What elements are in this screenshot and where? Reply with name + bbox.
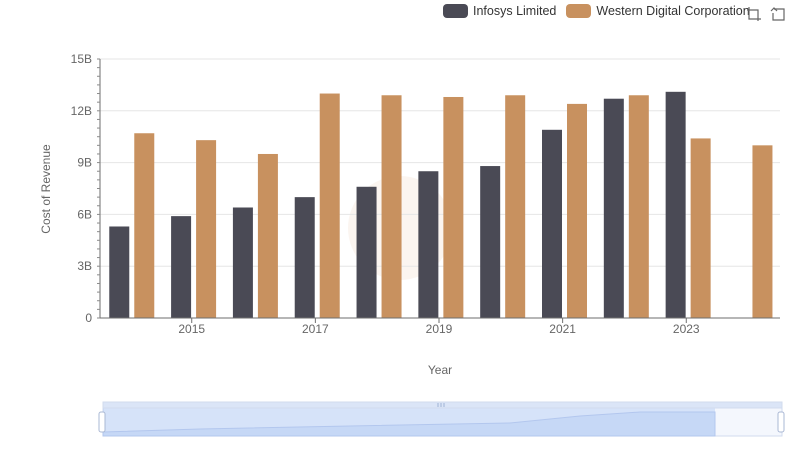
bar-western-digital-2021[interactable] <box>567 103 587 318</box>
y-tick-label: 9B <box>77 156 92 170</box>
bar-infosys-2018[interactable] <box>356 186 377 318</box>
x-tick-label: 2019 <box>426 322 453 336</box>
zoom-handle-right[interactable] <box>777 411 785 433</box>
legend-item-western-digital[interactable]: Western Digital Corporation <box>566 4 750 18</box>
bars <box>109 91 773 319</box>
x-tick-label: 2023 <box>673 322 700 336</box>
bar-infosys-2020[interactable] <box>480 166 501 318</box>
bar-infosys-2016[interactable] <box>232 207 253 318</box>
zoom-icon[interactable] <box>746 6 762 22</box>
bar-western-digital-2023[interactable] <box>690 138 711 318</box>
legend-swatch-infosys <box>443 4 468 18</box>
bar-western-digital-2018[interactable] <box>381 95 402 318</box>
zoom-preview-area <box>102 411 716 437</box>
x-tick-label: 2015 <box>178 322 205 336</box>
bar-infosys-2015[interactable] <box>171 216 192 318</box>
x-axis-title: Year <box>428 363 452 377</box>
legend: Infosys Limited Western Digital Corporat… <box>443 4 760 18</box>
y-tick-label: 6B <box>77 207 92 221</box>
bar-western-digital-2015[interactable] <box>196 140 217 318</box>
bar-western-digital-2020[interactable] <box>505 95 526 318</box>
y-tick-label: 3B <box>77 259 92 273</box>
bar-infosys-2022[interactable] <box>603 98 624 318</box>
bar-infosys-2017[interactable] <box>294 197 315 318</box>
y-tick-label: 0 <box>85 311 92 325</box>
x-tick-label: 2021 <box>549 322 576 336</box>
bar-western-digital-2014[interactable] <box>134 133 155 318</box>
legend-item-infosys[interactable]: Infosys Limited <box>443 4 556 18</box>
bar-western-digital-2017[interactable] <box>319 93 340 319</box>
bar-western-digital-2022[interactable] <box>628 95 649 318</box>
zoom-move-bar[interactable] <box>102 401 783 409</box>
toolbox <box>746 6 786 22</box>
y-axis-title: Cost of Revenue <box>39 144 53 234</box>
legend-swatch-western-digital <box>566 4 592 18</box>
y-tick-label: 15B <box>71 52 92 66</box>
zoom-handle-left[interactable] <box>98 411 106 433</box>
zoom-selection[interactable] <box>103 408 715 436</box>
bar-infosys-2021[interactable] <box>542 129 562 318</box>
bar-infosys-2023[interactable] <box>665 91 686 318</box>
y-tick-label: 12B <box>71 104 92 118</box>
bar-infosys-2014[interactable] <box>109 226 130 318</box>
legend-label-western-digital: Western Digital Corporation <box>596 4 750 18</box>
axes: 0 3B 6B 9B 12B 15B 2015 2017 2019 2021 2023 <box>71 52 780 336</box>
bar-infosys-2019[interactable] <box>418 171 439 318</box>
data-zoom-slider[interactable] <box>98 401 785 437</box>
restore-icon[interactable] <box>770 6 786 22</box>
bar-western-digital-2016[interactable] <box>257 153 278 318</box>
x-tick-label: 2017 <box>302 322 329 336</box>
legend-label-infosys: Infosys Limited <box>473 4 557 18</box>
bar-western-digital-2024[interactable] <box>752 145 773 318</box>
bar-western-digital-2019[interactable] <box>443 96 464 318</box>
